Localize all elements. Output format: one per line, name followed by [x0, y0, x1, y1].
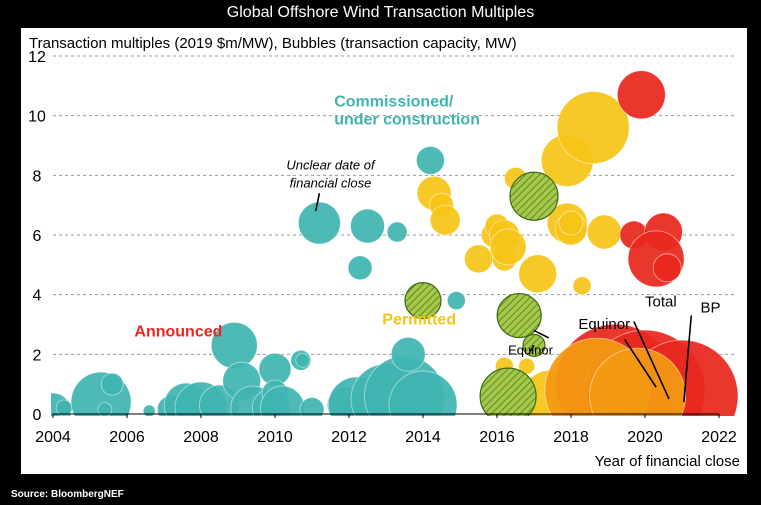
x-tick-label: 2022 — [701, 429, 737, 446]
bubble-commissioned — [415, 146, 445, 175]
bubble-permitted — [518, 357, 536, 375]
x-tick-label: 2018 — [553, 429, 589, 446]
annotation-label: Permitted — [382, 312, 456, 329]
y-tick-label: 2 — [33, 347, 42, 364]
bubble-commissioned — [297, 201, 341, 245]
annotation-label: Total — [645, 294, 677, 311]
x-axis: 2004 2006 2008 2010 2012 2014 2016 2018 2020 2022 — [35, 413, 737, 446]
annotation-leader — [533, 329, 550, 339]
bubble-commissioned — [446, 291, 466, 311]
bubble-commissioned — [347, 255, 373, 281]
annotation-label: Unclear date of — [286, 157, 376, 172]
x-tick-label: 2008 — [183, 429, 219, 446]
y-tick-label: 4 — [33, 288, 42, 305]
bubble-permitted — [518, 254, 558, 294]
x-tick-label: 2020 — [627, 429, 663, 446]
annotation-label: Announced — [134, 323, 222, 340]
bubble-commissioned — [350, 208, 385, 244]
bubble-commissioned — [97, 402, 113, 416]
annotation-leader — [314, 193, 321, 212]
y-tick-label: 0 — [33, 407, 42, 424]
chart-title: Global Offshore Wind Transaction Multipl… — [226, 4, 535, 21]
bubble-commissioned — [390, 336, 426, 372]
bubble-permitted — [556, 91, 630, 164]
bubble-orange — [589, 347, 686, 416]
x-tick-label: 2012 — [331, 429, 367, 446]
bubble-chart: Transaction multiples (2019 $m/MW), Bubb… — [28, 35, 740, 470]
bubble-permitted — [558, 210, 584, 236]
y-tick-label: 10 — [28, 109, 46, 126]
chart-panel: Transaction multiples (2019 $m/MW), Bubb… — [21, 28, 747, 474]
bubble-green — [509, 171, 559, 221]
bubble-permitted — [429, 204, 461, 236]
annotation-label: Commissioned/ — [334, 94, 454, 111]
x-tick-label: 2014 — [405, 429, 441, 446]
bubble-commissioned — [386, 221, 408, 243]
annotation-leader — [529, 344, 535, 352]
x-tick-label: 2010 — [257, 429, 293, 446]
annotation-label: Equinor — [508, 342, 553, 357]
bubble-permitted — [586, 214, 622, 250]
bubble-commissioned — [388, 370, 458, 416]
bubble-permitted — [572, 276, 592, 296]
source-note: Source: BloombergNEF — [11, 489, 124, 500]
annotation-label: financial close — [290, 175, 372, 190]
bubbles — [51, 70, 739, 416]
bubble-permitted — [489, 228, 527, 266]
annotation-leader — [683, 315, 693, 403]
bubble-announced — [616, 70, 666, 120]
bubble-commissioned — [260, 385, 305, 416]
bubble-announced — [652, 253, 682, 283]
annotation-leader — [623, 338, 657, 388]
bubble-permitted — [464, 244, 493, 274]
x-tick-label: 2006 — [109, 429, 145, 446]
bubble-commissioned — [295, 352, 311, 368]
x-tick-label: 2004 — [35, 429, 71, 446]
annotation-label: Equinor — [578, 316, 630, 333]
chart-subtitle: Transaction multiples (2019 $m/MW), Bubb… — [29, 35, 517, 52]
y-tick-label: 8 — [33, 168, 42, 185]
bubble-green — [479, 367, 537, 416]
annotation-label: under construction — [334, 112, 480, 129]
y-axis: 0 2 4 6 8 10 12 — [28, 49, 46, 424]
annotations: Commissioned/under construction Unclear d… — [134, 94, 721, 403]
y-tick-label: 6 — [33, 228, 42, 245]
x-tick-label: 2016 — [479, 429, 515, 446]
bubble-green — [404, 282, 442, 320]
y-tick-label: 12 — [28, 49, 46, 66]
annotation-label: BP — [701, 300, 721, 317]
bubble-commissioned — [100, 372, 124, 396]
bubble-commissioned — [142, 404, 156, 416]
bubble-commissioned — [299, 397, 325, 416]
bubble-green — [496, 292, 542, 339]
x-axis-label: Year of financial close — [595, 453, 740, 470]
annotation-leader — [633, 321, 670, 400]
